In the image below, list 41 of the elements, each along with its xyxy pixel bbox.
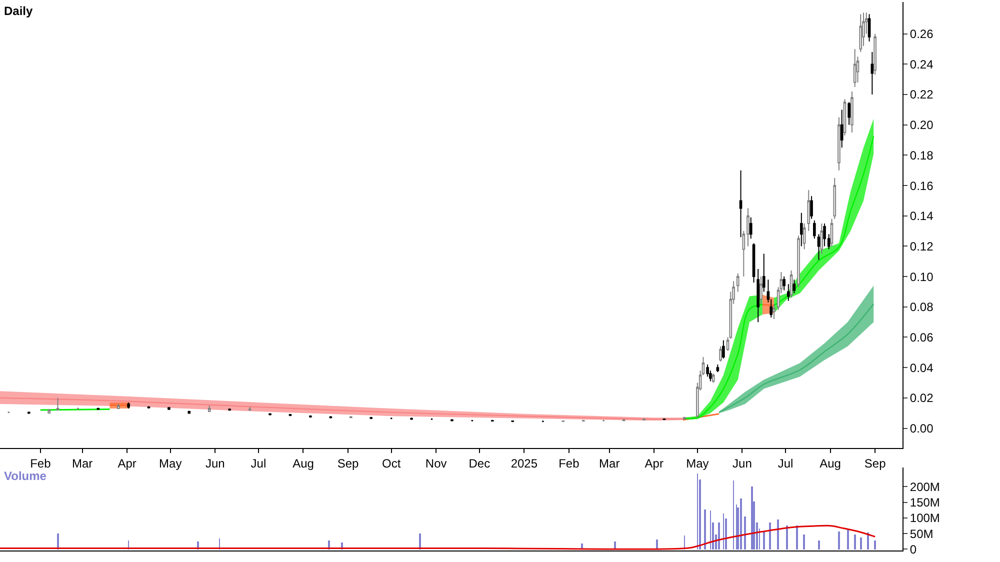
y-tick-label: 200M — [910, 480, 940, 494]
y-tick-label: 0.22 — [910, 88, 934, 102]
x-tick-label: Jun — [732, 456, 752, 470]
chart-title: Volume — [4, 469, 47, 483]
x-tick-label: Sep — [337, 456, 359, 470]
x-tick-label: Feb — [30, 456, 52, 470]
x-tick-label: Aug — [292, 456, 314, 470]
x-tick-label: Feb — [558, 456, 580, 470]
y-tick-label: 100M — [910, 511, 940, 526]
y-tick-label: 0.04 — [910, 360, 934, 375]
chart-title: Daily — [4, 4, 34, 18]
x-tick-label: Oct — [382, 456, 402, 470]
y-tick-label: 0.10 — [910, 270, 934, 284]
x-tick-label: Jul — [250, 456, 266, 470]
y-tick-label: 0.06 — [910, 330, 934, 344]
x-tick-label: May — [686, 456, 709, 470]
y-tick-label: 0.02 — [910, 391, 934, 406]
y-tick-label: 0.20 — [910, 118, 934, 132]
x-tick-label: Jun — [205, 456, 225, 470]
x-tick-label: Nov — [425, 456, 447, 470]
y-tick-label: 0.00 — [910, 421, 934, 436]
x-tick-label: Dec — [468, 456, 490, 470]
x-tick-label: Aug — [820, 456, 841, 470]
x-tick-label: Sep — [864, 456, 886, 470]
x-tick-label: Apr — [118, 456, 136, 470]
x-tick-label: Mar — [599, 456, 620, 470]
y-tick-label: 0.26 — [910, 27, 934, 42]
x-tick-label: May — [159, 456, 182, 470]
y-tick-label: 0.16 — [910, 178, 934, 193]
y-tick-label: 0.14 — [910, 209, 934, 224]
y-tick-label: 0.08 — [910, 300, 934, 314]
x-tick-label: Mar — [72, 456, 93, 470]
y-tick-label: 150M — [910, 496, 940, 510]
y-tick-label: 0.12 — [910, 239, 934, 254]
x-tick-label: Jul — [778, 456, 794, 470]
y-tick-label: 50M — [910, 526, 934, 541]
x-tick-label: Apr — [644, 456, 664, 470]
y-tick-label: 0.18 — [910, 148, 934, 162]
y-tick-label: 0 — [910, 542, 917, 556]
x-tick-label: 2025 — [510, 456, 538, 470]
y-tick-label: 0.24 — [910, 57, 934, 72]
